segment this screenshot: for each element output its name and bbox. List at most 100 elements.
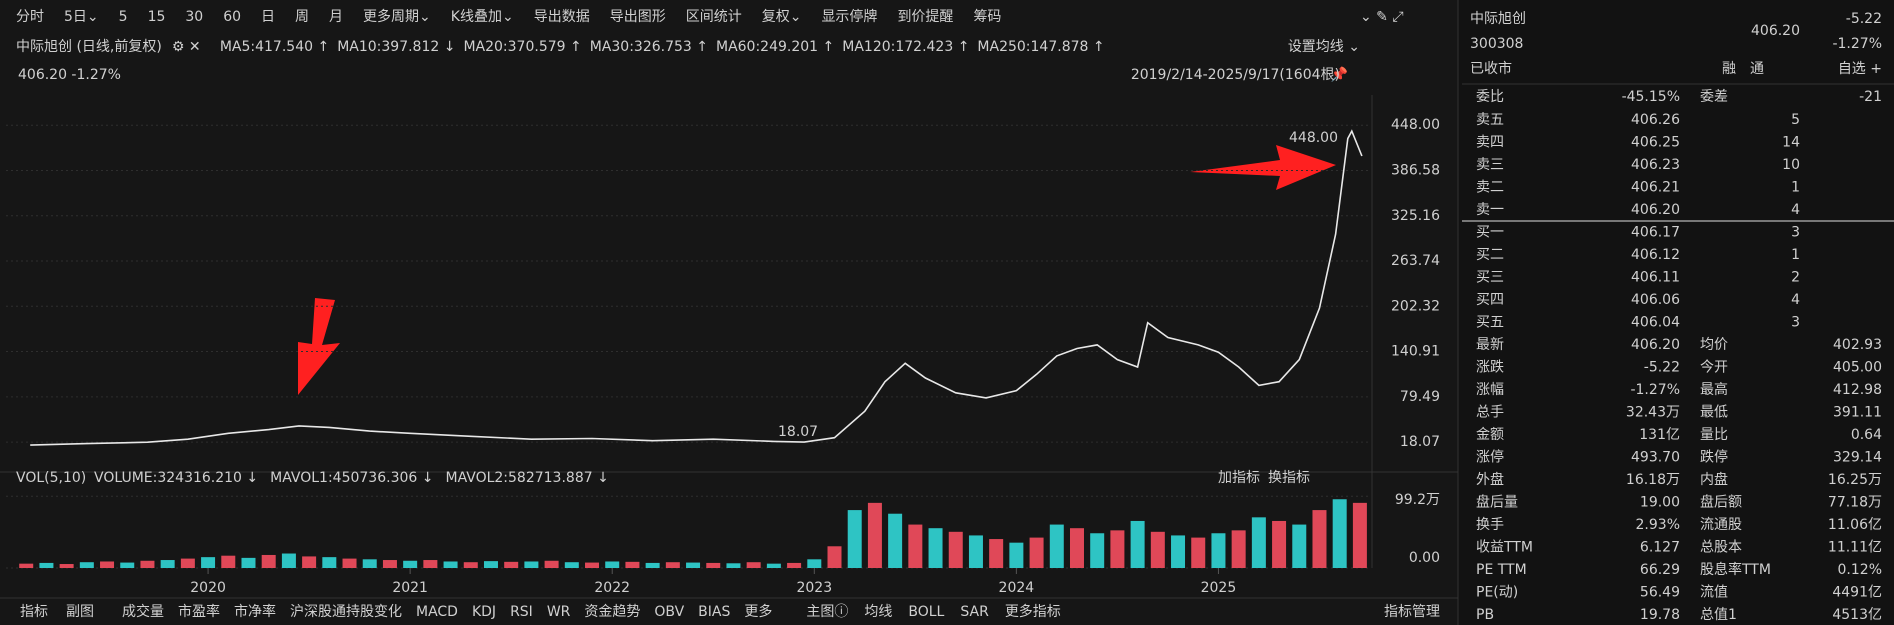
tab[interactable]: 资金趋势 <box>584 604 640 620</box>
toolbar-item[interactable]: 周 <box>295 9 309 25</box>
book-price: 406.20 <box>1631 202 1680 218</box>
volume-bar <box>1069 528 1084 568</box>
toolbar-item[interactable]: 日 <box>261 9 275 25</box>
book-label: 卖三 <box>1476 157 1504 173</box>
tab[interactable]: OBV <box>654 604 684 620</box>
stat-value: 329.14 <box>1833 450 1882 466</box>
tab[interactable]: 指标 <box>20 604 48 620</box>
stat-value: 131亿 <box>1639 427 1680 443</box>
ma-legend: MA60:249.201 ↑ <box>716 39 834 55</box>
toolbar-item[interactable]: 显示停牌 <box>821 8 877 25</box>
tab[interactable]: 市净率 <box>234 603 276 620</box>
tab[interactable]: 更多指标 <box>1005 603 1061 620</box>
tab[interactable]: RSI <box>510 604 533 620</box>
stat-value: 16.18万 <box>1626 472 1680 488</box>
volume-bar <box>342 558 357 568</box>
toolbar-item[interactable]: 导出数据 <box>534 9 590 25</box>
volume-bar <box>100 561 115 568</box>
tab[interactable]: WR <box>547 604 571 620</box>
volume-bar <box>160 560 175 568</box>
volume-bar <box>1049 524 1064 568</box>
stat-value: 493.70 <box>1631 450 1680 466</box>
volume-bar <box>948 531 963 568</box>
stat-value: 391.11 <box>1833 405 1882 421</box>
volume-bar <box>1251 517 1266 568</box>
tab[interactable]: 更多 <box>744 603 772 620</box>
icon-buttons[interactable]: ⌄ ✎ ⤢ <box>1360 9 1404 25</box>
volume-bar <box>261 554 276 568</box>
toolbar-item[interactable]: 复权⌄ <box>762 8 802 25</box>
volume-bar <box>1029 537 1044 568</box>
indicator-button[interactable]: 加指标 <box>1218 470 1260 486</box>
volume-bar <box>180 558 195 568</box>
tab[interactable]: BIAS <box>698 604 730 620</box>
toolbar-item[interactable]: 到价提醒 <box>897 9 953 25</box>
stat-label: 收益TTM <box>1476 540 1533 556</box>
volume-legend: MAVOL2:582713.887 ↓ <box>445 470 608 486</box>
tab[interactable]: 均线 <box>864 604 892 620</box>
volume-bar <box>463 562 478 568</box>
x-tick-label: 2021 <box>392 580 428 596</box>
toolbar-item[interactable]: 导出图形 <box>610 9 666 25</box>
last-price: 406.20 <box>1751 23 1800 39</box>
ma-settings[interactable]: ⚙ ✕ <box>172 39 201 55</box>
stat-label: 涨跌 <box>1476 360 1504 376</box>
toolbar-item[interactable]: 15 <box>148 9 166 25</box>
book-qty: 3 <box>1791 225 1800 241</box>
stat-value: 0.12% <box>1838 562 1882 578</box>
volume-bar <box>1009 542 1024 568</box>
price-pct: -1.27% <box>1832 36 1882 52</box>
tab[interactable]: 沪深股通持股变化 <box>290 604 402 620</box>
tab[interactable]: MACD <box>416 604 458 620</box>
tab[interactable]: 成交量 <box>122 603 164 620</box>
toolbar-item[interactable]: 60 <box>223 9 241 25</box>
y-tick-label: 0.00 <box>1409 550 1440 566</box>
toolbar-item[interactable]: 更多周期⌄ <box>363 8 431 25</box>
ratio-value: -45.15% <box>1622 89 1680 105</box>
volume-bar <box>1211 533 1226 568</box>
toolbar-item[interactable]: 分时 <box>16 9 44 25</box>
volume-bar <box>989 539 1004 568</box>
toolbar-item[interactable]: 区间统计 <box>686 9 742 25</box>
volume-bar <box>746 562 761 568</box>
ma-legend: MA10:397.812 ↓ <box>337 39 455 55</box>
book-qty: 10 <box>1782 157 1800 173</box>
tab-manage[interactable]: 指标管理 <box>1384 604 1440 620</box>
toolbar-item[interactable]: 筹码 <box>973 8 1001 25</box>
ma-settings-button[interactable]: 设置均线 ⌄ <box>1288 39 1360 55</box>
tab[interactable]: 主图ⓘ <box>806 604 848 620</box>
volume-bar <box>867 502 882 568</box>
tab[interactable]: SAR <box>960 604 989 620</box>
stat-value: -1.27% <box>1630 382 1680 398</box>
toolbar-item[interactable]: K线叠加⌄ <box>451 9 514 25</box>
stock-tag: 通 <box>1750 61 1764 77</box>
stat-label: PB <box>1476 607 1494 623</box>
volume-bar <box>665 562 680 568</box>
stat-label: 总股本 <box>1700 540 1742 556</box>
indicator-button[interactable]: 换指标 <box>1268 469 1310 486</box>
book-price: 406.12 <box>1631 247 1680 263</box>
low-label: 18.07 <box>778 424 818 440</box>
volume-bar <box>1191 537 1206 568</box>
volume-bar <box>423 560 438 568</box>
ma-legend: MA20:370.579 ↑ <box>463 39 581 55</box>
book-qty: 5 <box>1791 112 1800 128</box>
tab[interactable]: 市盈率 <box>178 603 220 620</box>
stat-label: 盘后量 <box>1476 494 1518 511</box>
tab[interactable]: BOLL <box>908 604 944 620</box>
volume-bar <box>605 561 620 568</box>
stock-code: 300308 <box>1470 36 1523 52</box>
volume-bar <box>362 559 377 568</box>
stat-label: 涨停 <box>1476 449 1504 466</box>
toolbar-item[interactable]: 5日⌄ <box>64 9 99 25</box>
tab[interactable]: 副图 <box>66 604 94 620</box>
y-tick-label: 263.74 <box>1391 253 1440 269</box>
toolbar-item[interactable]: 30 <box>185 9 203 25</box>
watchlist-button[interactable]: 自选 + <box>1838 61 1882 77</box>
toolbar-item[interactable]: 月 <box>329 9 343 25</box>
tab[interactable]: KDJ <box>472 604 496 620</box>
toolbar-item[interactable]: 5 <box>119 9 128 25</box>
volume-bar <box>382 560 397 568</box>
stat-label: 流值 <box>1700 585 1728 601</box>
